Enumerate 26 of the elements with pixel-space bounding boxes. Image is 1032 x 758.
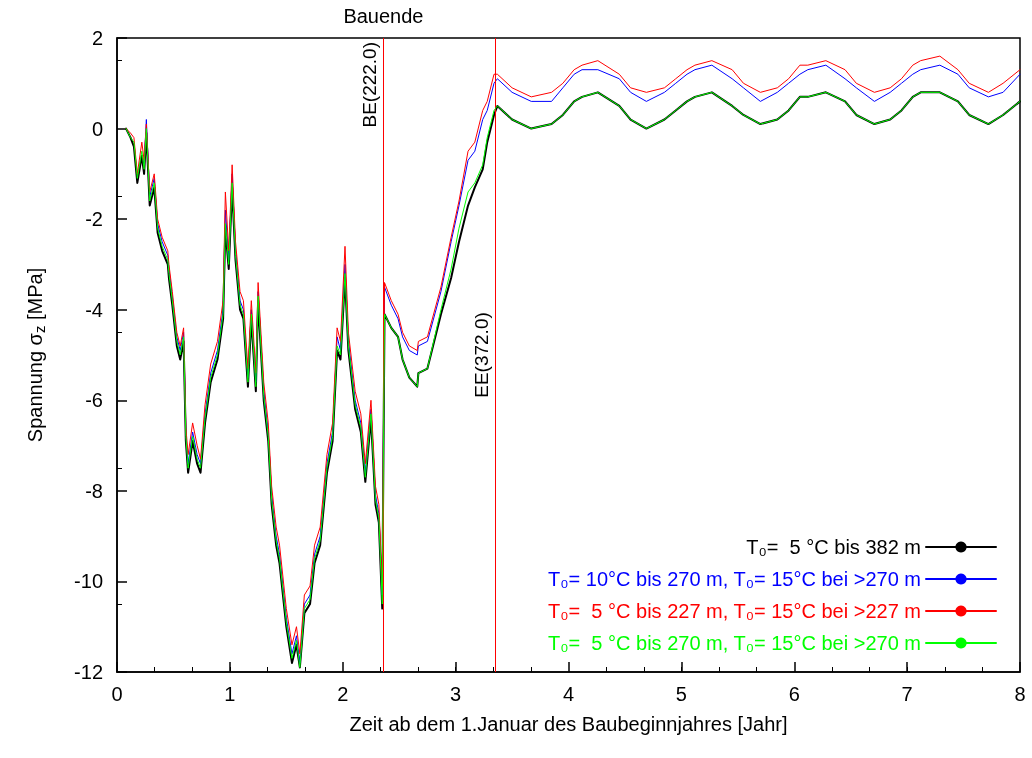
y-axis-title: Spannung σz [MPa] [23,267,48,443]
x-tick-label: 6 [788,683,800,705]
y-tick-label: 2 [91,27,103,49]
y-tick-label: -6 [85,389,103,412]
legend-label: T₀= 5 °C bis 382 m [746,536,921,558]
y-tick-label: -10 [74,570,103,593]
ref-line-label: EE(372.0) [471,312,493,398]
y-tick-label: 0 [91,117,103,140]
x-axis-title: Zeit ab dem 1.Januar des Baubeginnjahres [Jahr] [349,713,788,735]
legend-label: T₀= 5 °C bis 227 m, T₀= 15°C bei >227 m [548,600,921,622]
x-tick-label: 2 [337,683,349,705]
x-tick-label: 1 [224,683,236,705]
x-tick-label: 5 [675,683,687,705]
x-tick-label: 8 [1014,683,1026,705]
y-tick-label: -12 [74,661,103,683]
y-tick-label: -2 [85,208,103,231]
text: Bauende [343,5,424,27]
legend-label: T₀= 5 °C bis 270 m, T₀= 15°C bei >270 m [548,632,921,654]
x-tick-label: 0 [111,683,123,705]
y-tick-label: -8 [85,479,103,502]
ref-line-label: BE(222.0) [359,42,381,128]
x-tick-label: 4 [562,683,575,705]
y-tick-label: -4 [85,298,103,321]
x-tick-label: 3 [450,683,462,705]
legend-label: T₀= 10°C bis 270 m, T₀= 15°C bei >270 m [548,568,921,590]
x-tick-label: 7 [901,683,913,705]
